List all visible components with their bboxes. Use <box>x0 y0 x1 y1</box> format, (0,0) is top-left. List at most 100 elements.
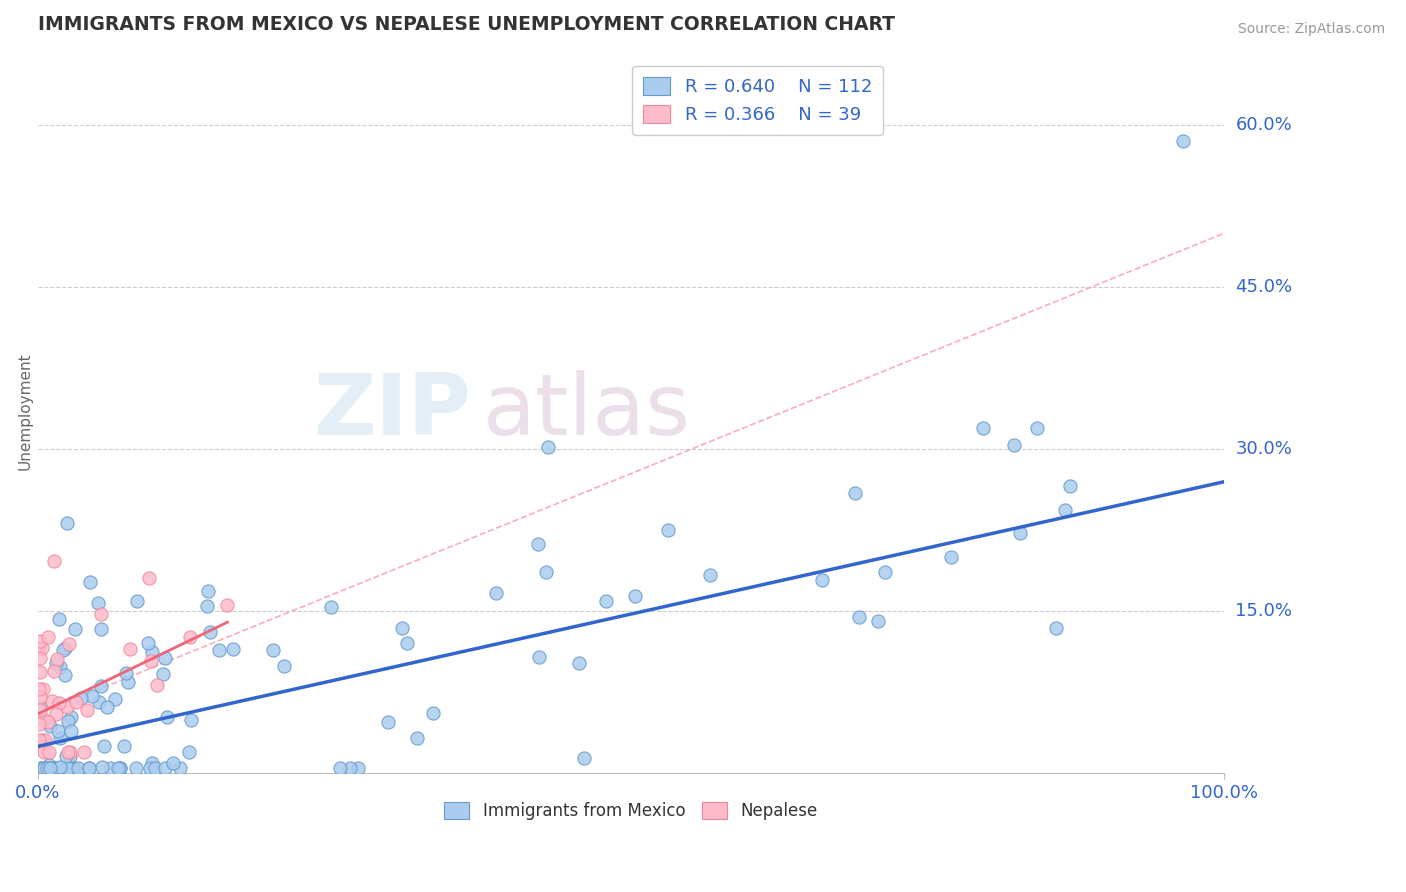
Point <box>873 566 896 580</box>
Point <box>96 700 118 714</box>
Point <box>30 761 52 775</box>
Point <box>37 714 59 729</box>
Point <box>65 623 87 637</box>
Point <box>38 761 60 775</box>
Point <box>221 642 243 657</box>
Point <box>55 761 77 775</box>
Point <box>37 761 59 775</box>
Y-axis label: Unemployment: Unemployment <box>17 352 32 470</box>
Point <box>28 640 51 655</box>
Point <box>55 748 77 763</box>
Point <box>59 710 82 724</box>
Point <box>391 621 413 635</box>
Point <box>169 761 191 775</box>
Point <box>145 678 167 692</box>
Point <box>60 723 83 738</box>
Point <box>28 700 51 714</box>
Point <box>48 612 70 626</box>
Point <box>1026 420 1049 434</box>
Point <box>32 745 55 759</box>
Point <box>48 760 70 774</box>
Point <box>59 745 82 759</box>
Point <box>574 751 596 765</box>
Text: IMMIGRANTS FROM MEXICO VS NEPALESE UNEMPLOYMENT CORRELATION CHART: IMMIGRANTS FROM MEXICO VS NEPALESE UNEMP… <box>38 15 894 34</box>
Point <box>38 745 60 759</box>
Point <box>339 761 361 775</box>
Point <box>42 761 65 775</box>
Text: 45.0%: 45.0% <box>1236 278 1292 296</box>
Point <box>70 690 93 705</box>
Point <box>31 640 53 655</box>
Point <box>56 699 79 714</box>
Point <box>138 571 160 585</box>
Point <box>197 583 219 598</box>
Point <box>536 565 558 579</box>
Point <box>208 643 231 657</box>
Point <box>38 758 60 772</box>
Point <box>112 739 135 753</box>
Point <box>67 761 90 775</box>
Point <box>77 761 100 775</box>
Point <box>108 761 131 775</box>
Point <box>107 761 129 775</box>
Point <box>34 732 56 747</box>
Point <box>179 713 201 727</box>
Point <box>58 637 80 651</box>
Point <box>87 595 110 609</box>
Point <box>42 664 65 678</box>
Point <box>195 599 218 613</box>
Point <box>28 716 51 731</box>
Point <box>38 761 60 775</box>
Point <box>65 695 87 709</box>
Point <box>59 760 82 774</box>
Point <box>98 761 121 775</box>
Point <box>56 745 79 759</box>
Point <box>657 523 679 537</box>
Point <box>273 659 295 673</box>
Point <box>143 761 166 775</box>
Point <box>56 714 79 728</box>
Point <box>80 689 103 703</box>
Point <box>395 636 418 650</box>
Point <box>42 761 65 775</box>
Point <box>152 666 174 681</box>
Point <box>53 640 76 655</box>
Point <box>153 650 176 665</box>
Point <box>45 707 67 722</box>
Point <box>93 739 115 753</box>
Point <box>77 761 100 775</box>
Point <box>104 691 127 706</box>
Point <box>868 614 890 628</box>
Point <box>568 656 591 670</box>
Text: ZIP: ZIP <box>314 370 471 453</box>
Point <box>31 712 53 726</box>
Point <box>1008 525 1031 540</box>
Point <box>1002 438 1025 452</box>
Point <box>699 568 721 582</box>
Text: 15.0%: 15.0% <box>1236 602 1292 620</box>
Point <box>125 593 148 607</box>
Point <box>139 761 162 775</box>
Text: 30.0%: 30.0% <box>1236 441 1292 458</box>
Point <box>262 642 284 657</box>
Point <box>79 574 101 589</box>
Point <box>141 756 163 771</box>
Point <box>1059 478 1081 492</box>
Point <box>624 589 647 603</box>
Point <box>162 756 184 770</box>
Point <box>329 761 352 775</box>
Point <box>48 761 70 775</box>
Point <box>155 761 177 775</box>
Point <box>53 667 76 681</box>
Point <box>28 665 51 679</box>
Point <box>90 607 112 621</box>
Point <box>30 634 52 648</box>
Point <box>972 420 994 434</box>
Point <box>347 761 370 775</box>
Point <box>73 745 96 759</box>
Point <box>49 660 72 674</box>
Point <box>28 681 51 696</box>
Point <box>527 649 550 664</box>
Point <box>37 630 59 644</box>
Point <box>41 694 63 708</box>
